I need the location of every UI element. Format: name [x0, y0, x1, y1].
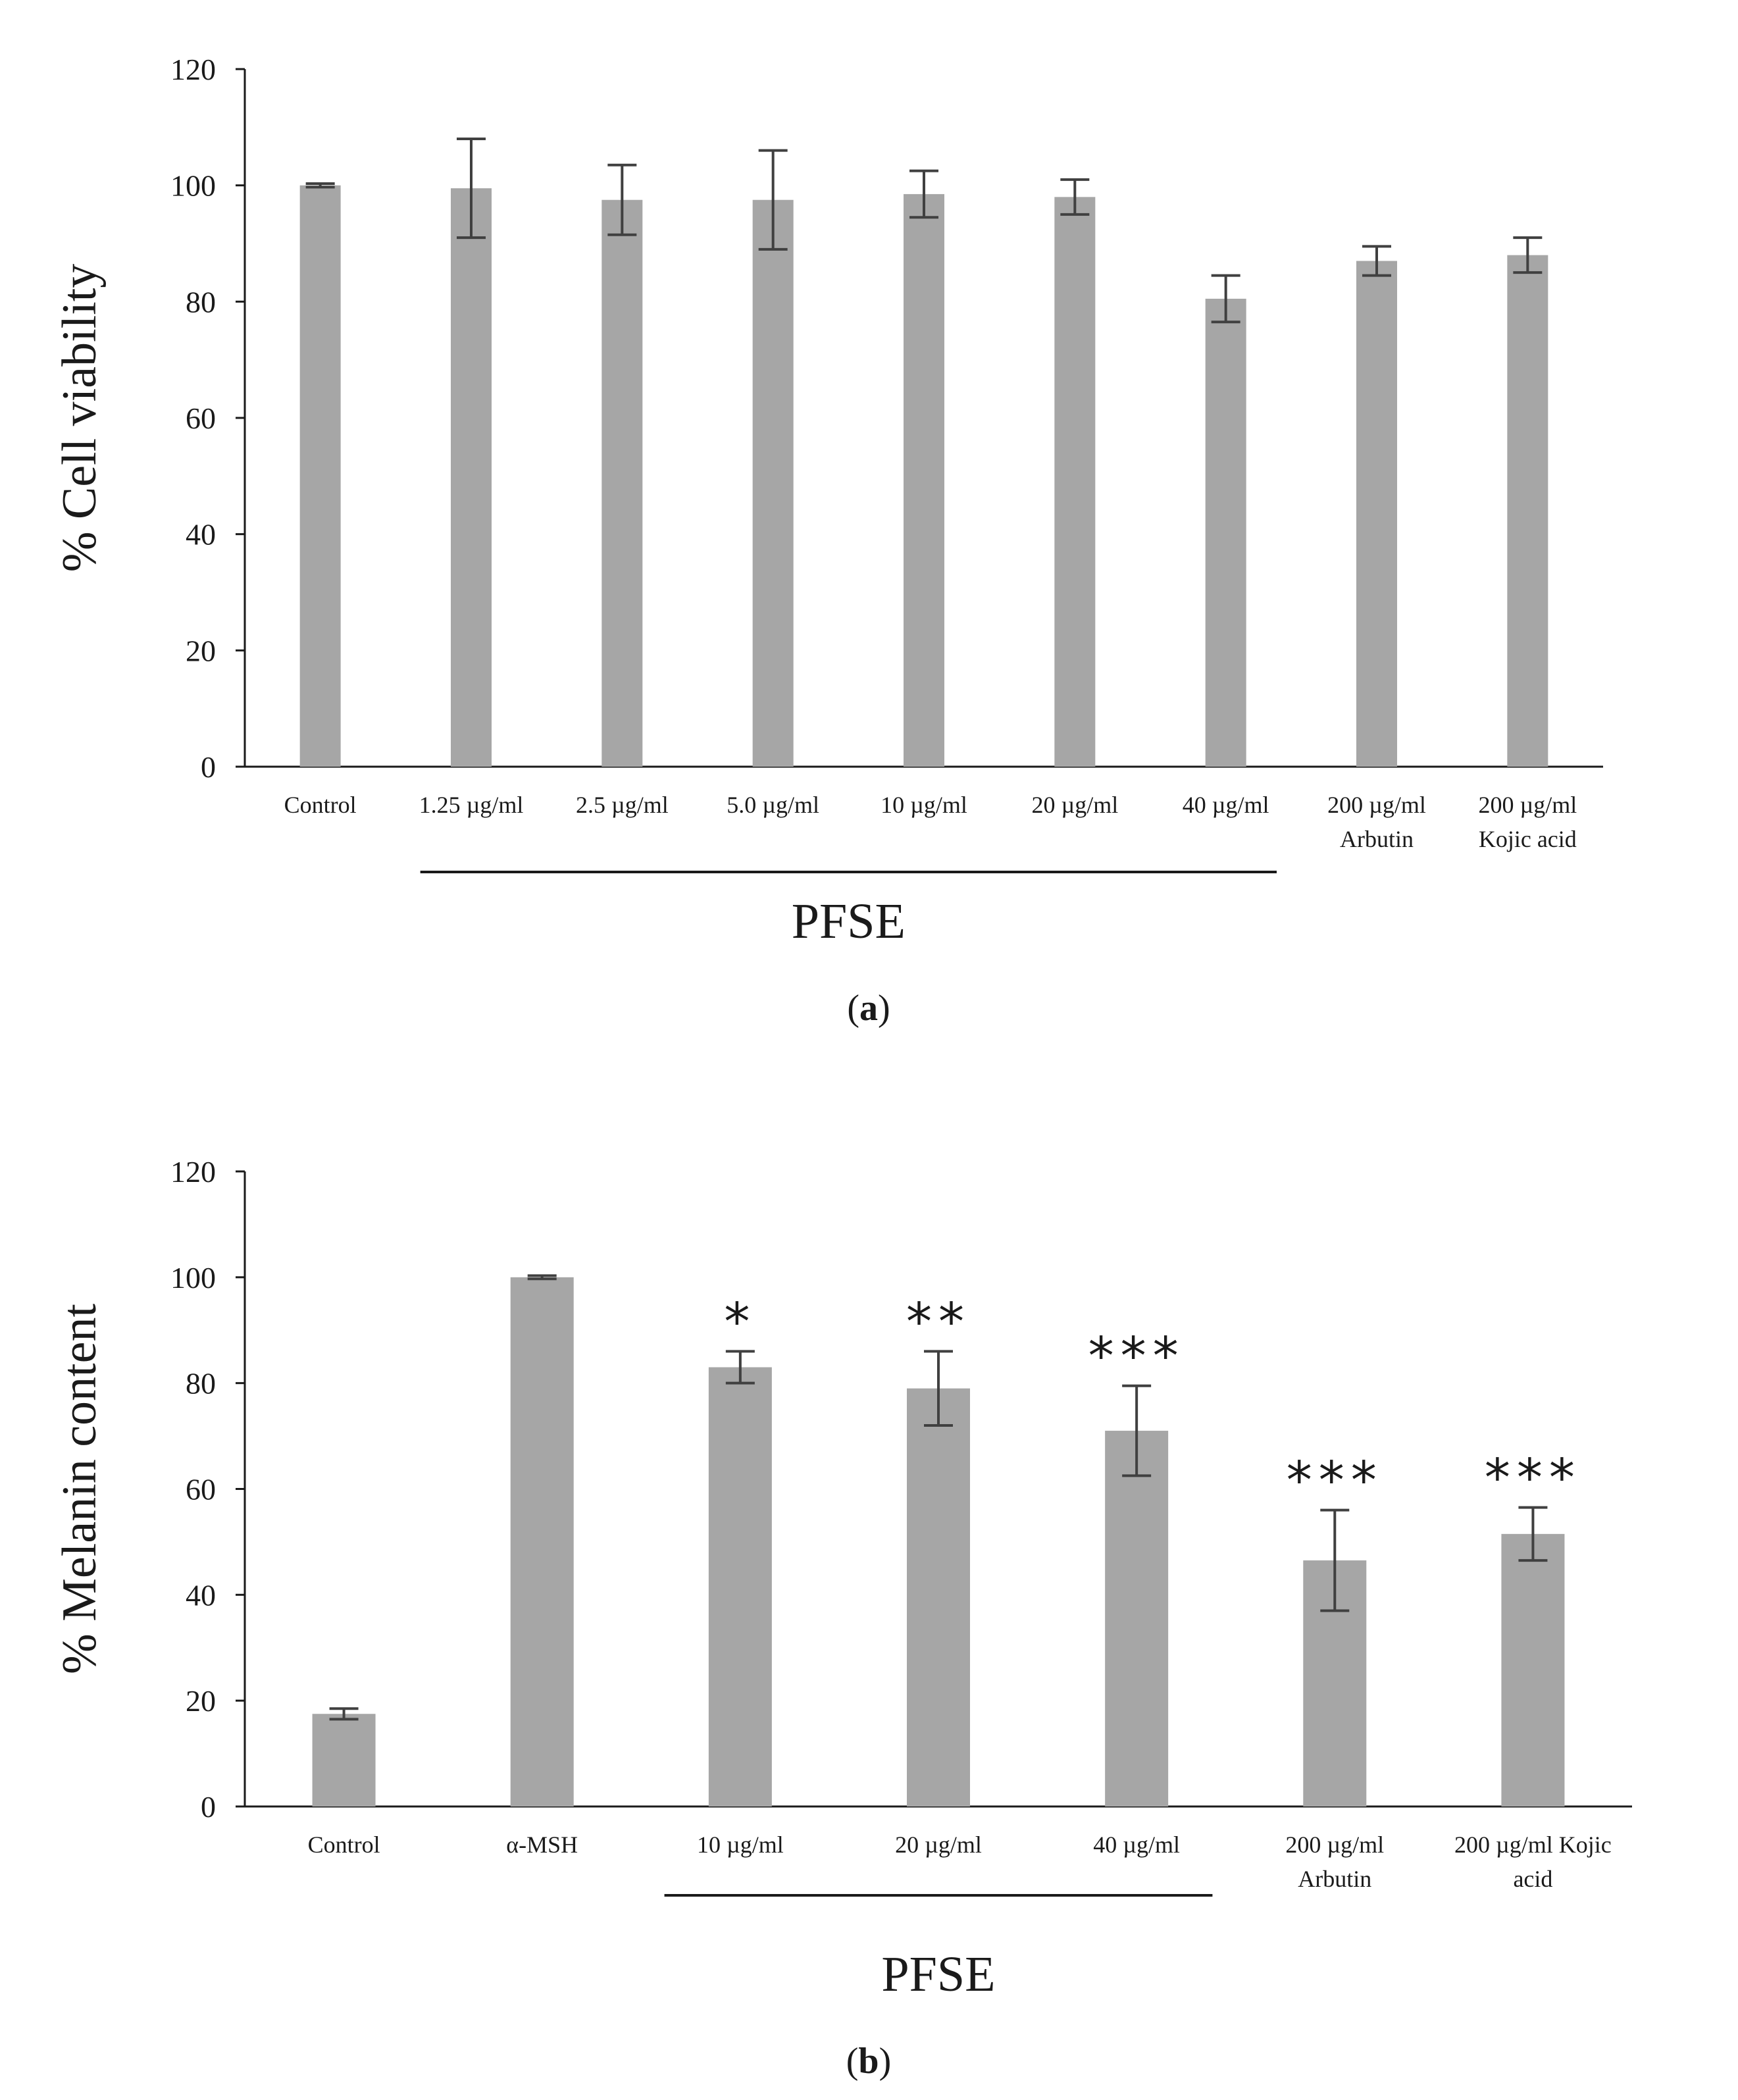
- y-tick-label: 120: [170, 1155, 216, 1189]
- significance-marker: *: [724, 1293, 756, 1352]
- bar: [904, 193, 944, 767]
- x-tick-label: 20 µg/ml: [1031, 792, 1118, 818]
- significance-marker: ***: [1485, 1449, 1581, 1508]
- x-tick-label: 40 µg/ml: [1183, 792, 1269, 818]
- x-tick-label: 200 µg/ml: [1478, 792, 1577, 818]
- bar: [752, 199, 794, 767]
- x-tick-label: 10 µg/ml: [881, 792, 967, 818]
- x-tick-label: 5.0 µg/ml: [727, 792, 819, 818]
- y-tick-label: 100: [170, 169, 216, 203]
- bar: [312, 1714, 376, 1806]
- panel-b-chart: 0 20 40 60 80 100 120 % Melanin content Control α…: [53, 1155, 1632, 2082]
- x-tick-label: 200 µg/ml Kojic: [1454, 1831, 1612, 1858]
- bar: [451, 188, 492, 767]
- y-tick-label: 120: [170, 53, 216, 86]
- x-tick-label: 10 µg/ml: [697, 1831, 784, 1858]
- panel-label-paren: (: [846, 2041, 859, 2082]
- y-tick-label: 40: [186, 1578, 216, 1612]
- y-tick-label: 100: [170, 1261, 216, 1294]
- group-bracket-label: PFSE: [881, 1947, 995, 2002]
- bar: [601, 199, 643, 767]
- y-tick-label: 40: [186, 518, 216, 551]
- bar: [1507, 255, 1548, 767]
- x-tick-label: Arbutin: [1340, 826, 1414, 852]
- x-tick-label: 200 µg/ml: [1327, 792, 1426, 818]
- x-tick-label: 20 µg/ml: [895, 1831, 982, 1858]
- x-tick-label: 1.25 µg/ml: [419, 792, 524, 818]
- bar: [1105, 1431, 1169, 1806]
- panel-label-paren: ): [878, 988, 890, 1029]
- x-tick-label: Control: [284, 792, 357, 818]
- bar: [1205, 298, 1246, 767]
- x-tick-label: Arbutin: [1298, 1866, 1371, 1892]
- y-tick-label: 80: [186, 1367, 216, 1400]
- panel-label-letter: b: [858, 2041, 879, 2082]
- panel-a-chart: 0 20 40 60 80 100 120 % Cell viability Control 1.…: [53, 53, 1603, 1029]
- y-axis-title: % Melanin content: [53, 1304, 107, 1674]
- bar: [1356, 261, 1397, 767]
- significance-marker: ***: [1088, 1327, 1185, 1387]
- group-bracket-label: PFSE: [792, 894, 906, 949]
- x-tick-label: α-MSH: [506, 1831, 578, 1858]
- x-tick-label: acid: [1513, 1866, 1552, 1892]
- y-tick-label: 20: [186, 634, 216, 667]
- panel-label-paren: ): [879, 2041, 892, 2082]
- bar: [299, 185, 341, 767]
- panel-label: (b): [846, 2041, 891, 2082]
- x-tick-label: Kojic acid: [1479, 826, 1577, 852]
- y-axis-title: % Cell viability: [53, 264, 107, 573]
- x-tick-label: Control: [308, 1831, 380, 1858]
- y-tick-label: 20: [186, 1684, 216, 1718]
- significance-marker: **: [906, 1293, 971, 1352]
- y-tick-label: 0: [201, 750, 216, 784]
- y-tick-label: 60: [186, 1473, 216, 1506]
- bar: [510, 1277, 574, 1806]
- bar: [708, 1367, 772, 1806]
- x-tick-label: 40 µg/ml: [1093, 1831, 1180, 1858]
- significance-marker: ***: [1287, 1452, 1383, 1511]
- x-tick-label: 2.5 µg/ml: [576, 792, 669, 818]
- panel-label-letter: a: [859, 988, 878, 1029]
- panel-label-paren: (: [847, 988, 859, 1029]
- bar: [1501, 1533, 1565, 1806]
- y-tick-label: 0: [201, 1790, 216, 1824]
- bar: [907, 1388, 970, 1806]
- panel-label: (a): [847, 988, 890, 1029]
- x-tick-label: 200 µg/ml: [1285, 1831, 1384, 1858]
- y-tick-label: 80: [186, 285, 216, 319]
- y-tick-label: 60: [186, 401, 216, 435]
- bar: [1054, 197, 1096, 767]
